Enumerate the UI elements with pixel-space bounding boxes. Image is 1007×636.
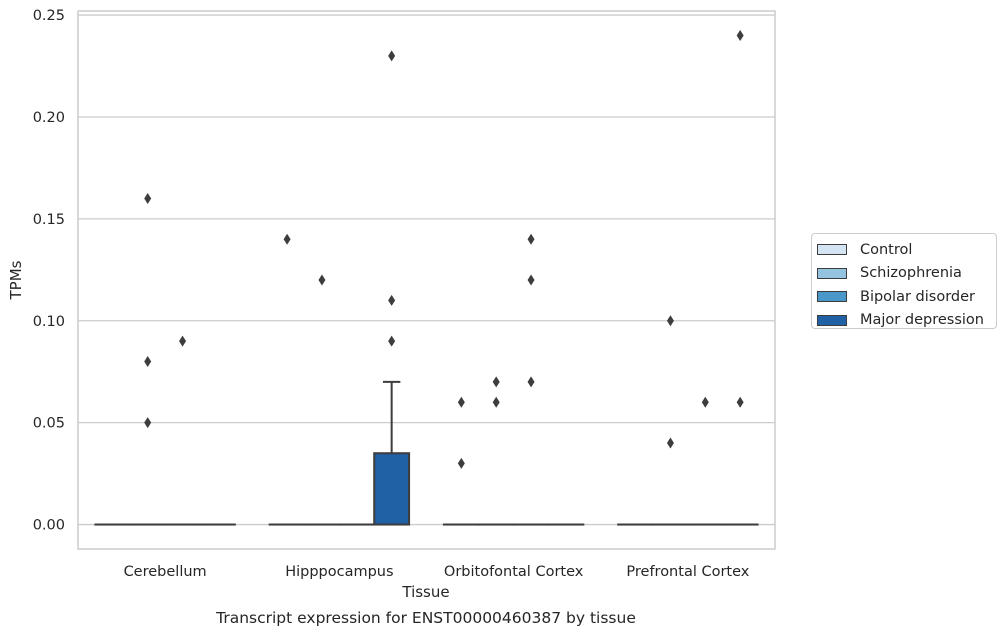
outlier-point [283,233,291,245]
x-axis-label: Tissue [401,583,449,601]
box-prefrontal-cortex-major-depression [721,29,759,526]
outlier-point [527,233,535,245]
outlier-point [736,29,744,41]
y-tick-label: 0.10 [33,314,65,330]
outlier-point [527,274,535,286]
y-tick-label: 0.20 [33,110,65,126]
outlier-point [701,396,709,408]
y-axis-label: TPMs [7,260,25,300]
x-tick-labels: Cerebellum Hipppocampus Orbitofontal Corte… [124,564,750,580]
legend: Control Schizophrenia Bipolar disorder M… [811,233,997,329]
legend-label-schizophrenia: Schizophrenia [860,265,962,282]
box-hipppocampus-major-depression [373,50,411,526]
legend-item-bipolar-disorder: Bipolar disorder [817,285,996,309]
legend-swatch-major-depression [817,314,847,326]
box-prefrontal-cortex-schizophrenia [652,315,689,526]
legend-label-control: Control [860,241,913,258]
outlier-point [388,294,396,306]
outlier-point [318,274,326,286]
outlier-point [388,335,396,347]
legend-swatch-bipolar-disorder [817,291,847,303]
legend-label-major-depression: Major depression [860,312,984,329]
outlier-point [666,315,674,327]
outlier-point [457,457,465,469]
outlier-point [492,396,500,408]
outlier-point [388,50,396,62]
box-hipppocampus-schizophrenia [303,274,341,526]
box-body [373,452,411,526]
legend-item-major-depression: Major depression [817,309,996,333]
box-hipppocampus-control [268,233,306,526]
y-tick-label: 0.05 [33,416,65,432]
x-tick-label: Hipppocampus [285,564,393,580]
outlier-point [144,356,152,368]
outlier-point [457,396,465,408]
y-tick-label: 0.25 [33,8,65,24]
y-tick-labels: 0.00 0.05 0.10 0.15 0.20 0.25 [33,8,65,533]
outlier-point [179,335,187,347]
plot-area-frame [77,10,776,550]
box-prefrontal-cortex-bipolar-disorder [686,396,724,526]
outlier-point [144,417,152,429]
y-tick-label: 0.15 [33,212,65,228]
outlier-point [736,396,744,408]
outlier-point [492,376,500,388]
legend-label-bipolar-disorder: Bipolar disorder [860,288,975,305]
box-cerebellum-schizophrenia [129,192,167,526]
box-orbitofontal-cortex-bipolar-disorder [512,233,550,526]
legend-item-control: Control [817,238,996,262]
x-tick-label: Prefrontal Cortex [626,564,749,580]
box-orbitofontal-cortex-control [442,396,480,526]
outlier-point [144,192,152,204]
y-tick-label: 0.00 [33,518,65,534]
outlier-point [666,437,674,449]
box-layer [94,29,759,526]
box-cerebellum-bipolar-disorder [164,335,201,526]
legend-item-schizophrenia: Schizophrenia [817,262,996,286]
box-orbitofontal-cortex-schizophrenia [477,376,515,526]
chart-caption: Transcript expression for ENST0000046038… [215,609,636,627]
legend-swatch-schizophrenia [817,267,847,279]
legend-swatch-control [817,244,847,256]
outlier-point [527,376,535,388]
x-tick-label: Cerebellum [124,564,207,580]
x-tick-label: Orbitofontal Cortex [444,564,584,580]
